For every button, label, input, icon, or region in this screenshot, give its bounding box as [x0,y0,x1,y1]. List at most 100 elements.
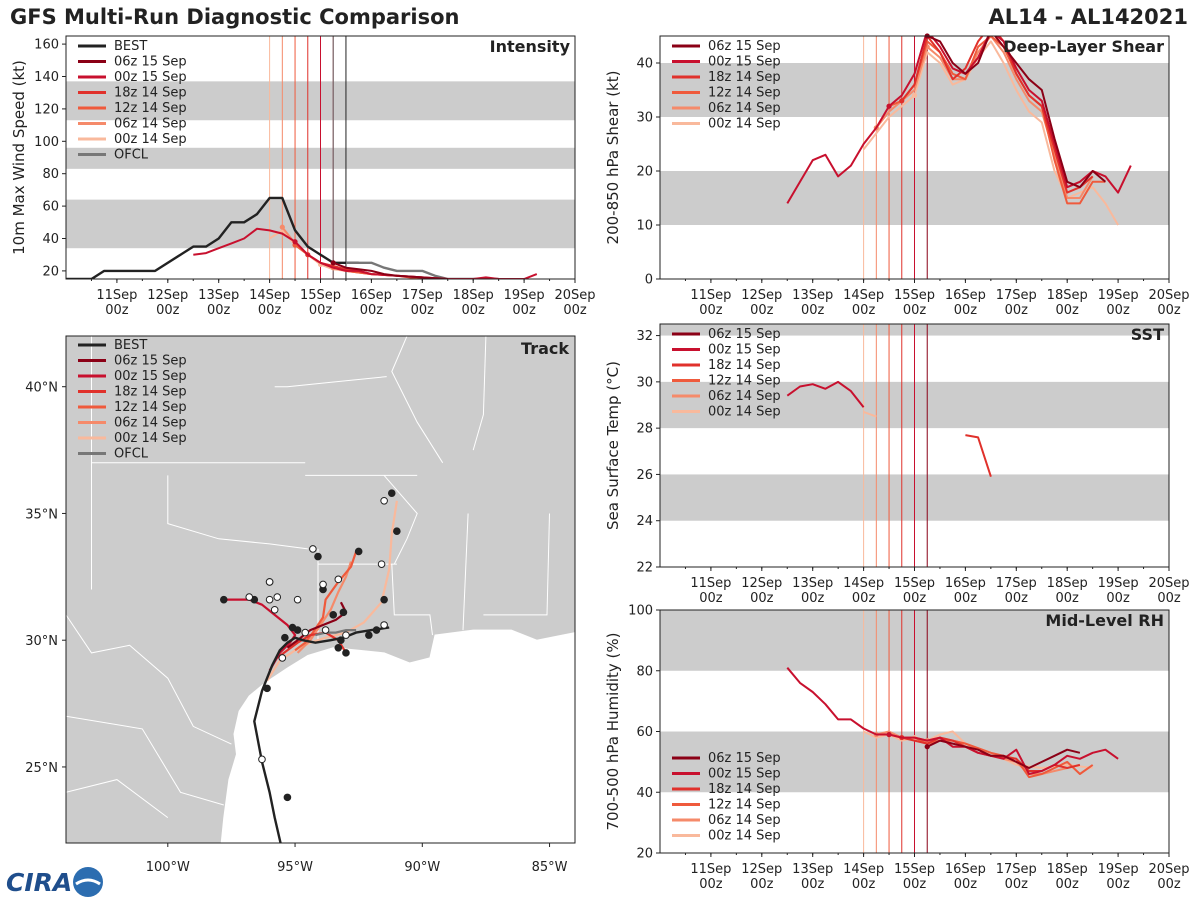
track-point [387,489,396,497]
series-line [926,739,1081,769]
y-axis-label: 10m Max Wind Speed (kt) [10,60,28,255]
run-track [223,598,297,672]
legend-label: 18z 14 Sep [708,358,781,373]
x-tick-label: 00z [954,591,978,606]
x-tick-label: 00z [1157,303,1181,318]
x-tick-label: 11Sep [690,288,731,303]
x-tick-label: 17Sep [996,862,1037,877]
y-tick-label: 120 [34,102,59,117]
state-border [472,336,487,451]
x-tick-label: 00z [1106,877,1130,892]
sst-chart: 22242628303211Sep00z12Sep00z13Sep00z14Se… [604,323,1190,606]
track-point [380,496,388,505]
lon-label: 90°W [404,860,440,875]
x-tick-label: 11Sep [690,862,731,877]
legend-label: 06z 14 Sep [708,389,781,404]
x-tick-label: 00z [360,303,384,318]
series-line [888,36,1106,205]
track-point [380,595,388,604]
y-tick-label: 160 [34,38,59,53]
x-tick-label: 17Sep [996,288,1037,303]
x-tick-label: 00z [1056,303,1080,318]
x-tick-label: 20Sep [554,288,595,303]
x-tick-label: 00z [801,877,825,892]
legend-label: 00z 14 Sep [708,117,781,132]
state-border [66,715,224,806]
data-point [292,239,298,245]
y-tick-label: 40 [42,232,59,247]
x-tick-label: 00z [1056,591,1080,606]
x-tick-label: 19Sep [1098,862,1139,877]
data-point [279,224,285,230]
x-tick-label: 00z [1157,591,1181,606]
y-tick-label: 30 [636,375,653,390]
x-tick-label: 00z [699,877,723,892]
legend-label: 00z 15 Sep [114,369,187,384]
figure-title: GFS Multi-Run Diagnostic Comparison [10,5,459,29]
x-tick-label: 00z [1157,877,1181,892]
x-tick-label: 12Sep [147,288,188,303]
x-tick-label: 15Sep [300,288,341,303]
legend-label: BEST [114,39,147,54]
y-tick-label: 0 [645,273,653,288]
y-tick-label: 100 [34,135,59,150]
legend-label: 18z 14 Sep [708,782,781,797]
track-point [278,654,287,662]
x-tick-label: 00z [105,303,129,318]
legend-label: 06z 14 Sep [114,416,187,431]
map-layer [66,336,575,843]
x-tick-label: 14Sep [843,576,884,591]
lon-label: 85°W [532,860,568,875]
legend-label: 00z 15 Sep [708,767,781,782]
x-tick-label: 12Sep [741,862,782,877]
x-tick-label: 00z [1056,877,1080,892]
y-tick-label: 60 [42,200,59,215]
track-point [365,631,373,639]
track-point [288,623,297,632]
track-map: 100°W 95°W 90°W 85°W 25°N 30°N 35°N 40°N Track BE… [25,335,576,875]
track-point [380,621,388,629]
track-point [319,580,327,589]
track-point [245,593,254,601]
chart-title: SST [1131,325,1164,344]
series-line [786,380,865,408]
state-border [66,779,169,819]
state-border [274,376,387,388]
track-point [334,575,343,584]
x-tick-label: 00z [903,591,927,606]
legend-label: 06z 15 Sep [708,327,781,342]
track-point [258,755,266,764]
legend-label: 06z 15 Sep [114,354,187,369]
x-tick-label: 15Sep [894,862,935,877]
y-tick-label: 20 [636,165,653,180]
legend-label: 18z 14 Sep [708,70,781,85]
x-tick-label: 00z [309,303,333,318]
x-tick-label: 00z [563,303,587,318]
lat-label: 30°N [25,634,58,649]
x-tick-label: 18Sep [1047,576,1088,591]
x-tick-label: 00z [852,877,876,892]
ofcl-track [315,628,357,637]
track-point [329,611,338,619]
lat-label: 40°N [25,381,58,396]
x-tick-label: 00z [462,303,486,318]
y-tick-label: 20 [42,264,59,279]
track-point [372,626,381,634]
lon-label: 100°W [146,860,190,875]
y-axis-label: Sea Surface Temp (°C) [604,361,622,530]
y-tick-label: 40 [636,57,653,72]
shear-chart: 01020304011Sep00z12Sep00z13Sep00z14Sep00… [604,33,1190,318]
globe-wave-icon [75,878,101,886]
legend-label: 06z 15 Sep [708,39,781,54]
legend-label: 12z 14 Sep [708,798,781,813]
x-tick-label: 00z [699,591,723,606]
x-tick-label: 13Sep [198,288,239,303]
x-tick-label: 00z [852,303,876,318]
x-tick-label: 13Sep [792,288,833,303]
x-tick-label: 00z [801,303,825,318]
chart-title: Intensity [490,37,571,56]
lon-label: 95°W [277,860,313,875]
legend-label: 18z 14 Sep [114,86,187,101]
state-border [167,475,308,550]
